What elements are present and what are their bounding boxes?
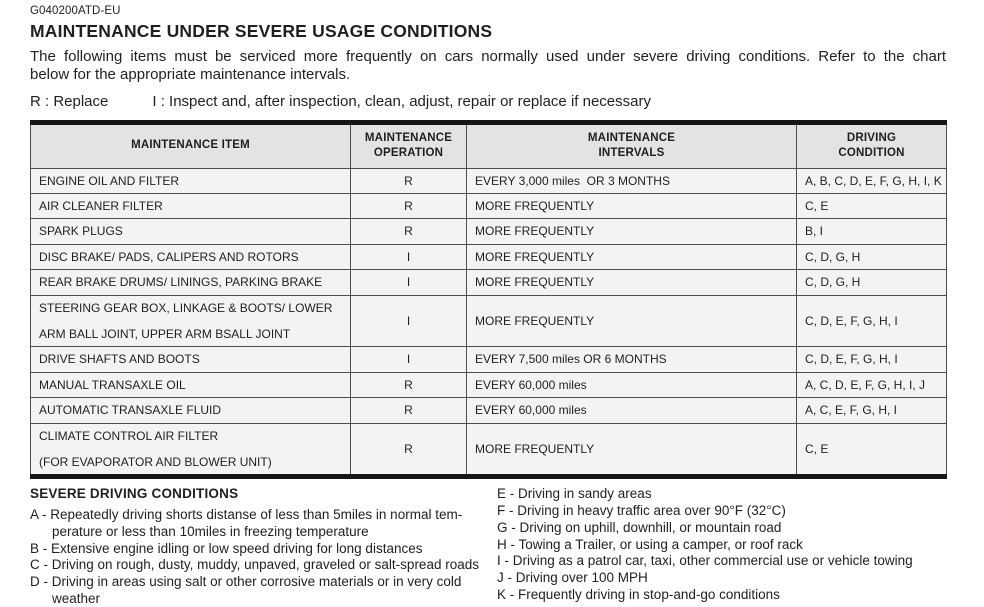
interval-cell: EVERY 7,500 miles OR 6 MONTHS	[466, 346, 797, 373]
item-cell: REAR BRAKE DRUMS/ LININGS, PARKING BRAKE	[30, 269, 351, 296]
intro-paragraph: The following items must be serviced mor…	[30, 48, 946, 85]
operation-cell: I	[350, 269, 467, 296]
interval-cell: EVERY 3,000 miles OR 3 MONTHS	[466, 167, 797, 195]
table-row: MANUAL TRANSAXLE OIL R EVERY 60,000 miles A…	[30, 371, 947, 399]
interval-cell: MORE FREQUENTLY	[466, 269, 797, 296]
condition-item: E - Driving in sandy areas	[497, 486, 652, 502]
condition-item: I - Driving as a patrol car, taxi, other…	[497, 553, 913, 569]
condition-cell: C, E	[796, 193, 947, 220]
condition-item: J - Driving over 100 MPH	[497, 569, 648, 585]
table-row: ENGINE OIL AND FILTER R EVERY 3,000 miles …	[30, 167, 947, 195]
item-cell: AIR CLEANER FILTER	[30, 193, 351, 220]
interval-cell: MORE FREQUENTLY	[466, 193, 797, 220]
conditions-list-right: E - Driving in sandy areas F - Driving in…	[497, 486, 954, 603]
legend-replace: R : Replace	[30, 92, 109, 110]
item-cell: AUTOMATIC TRANSAXLE FLUID	[30, 397, 351, 424]
condition-item: D - Driving in areas using salt or other…	[30, 573, 462, 606]
conditions-list-left: A - Repeatedly driving shorts distanse o…	[30, 507, 497, 607]
item-cell: STEERING GEAR BOX, LINKAGE & BOOTS/ LOWE…	[30, 294, 351, 348]
condition-cell: A, C, E, F, G, H, I	[796, 397, 947, 424]
interval-cell: MORE FREQUENTLY	[466, 294, 797, 348]
condition-item: K - Frequently driving in stop-and-go co…	[497, 586, 780, 602]
condition-cell: C, D, G, H	[796, 243, 947, 271]
condition-cell: B, I	[796, 218, 947, 245]
operation-cell: R	[350, 167, 467, 195]
condition-cell: A, B, C, D, E, F, G, H, I, K	[796, 167, 947, 195]
item-cell: MANUAL TRANSAXLE OIL	[30, 371, 351, 399]
table-row: SPARK PLUGS R MORE FREQUENTLY B, I	[30, 218, 947, 245]
maintenance-table-body: ENGINE OIL AND FILTER R EVERY 3,000 miles …	[30, 167, 947, 478]
operation-cell: R	[350, 218, 467, 245]
maintenance-table: MAINTENANCE ITEM MAINTENANCE OPERATION MAIN…	[30, 119, 947, 480]
condition-cell: A, C, D, E, F, G, H, I, J	[796, 371, 947, 399]
column-header: MAINTENANCE INTERVALS	[466, 121, 797, 169]
item-cell: CLIMATE CONTROL AIR FILTER (FOR EVAPORATO…	[30, 422, 351, 478]
condition-item: B - Extensive engine idling or low speed…	[30, 540, 423, 556]
column-header: MAINTENANCE OPERATION	[350, 121, 467, 169]
interval-cell: MORE FREQUENTLY	[466, 422, 797, 478]
condition-item: G - Driving on uphill, downhill, or moun…	[497, 519, 782, 535]
page-title: MAINTENANCE UNDER SEVERE USAGE CONDITION…	[30, 21, 493, 41]
item-cell: SPARK PLUGS	[30, 218, 351, 245]
table-row: AIR CLEANER FILTER R MORE FREQUENTLY C, E	[30, 193, 947, 220]
table-row: DISC BRAKE/ PADS, CALIPERS AND ROTORS I MO…	[30, 243, 947, 271]
legend: R : Replace I : Inspect and, after inspec…	[30, 93, 954, 110]
operation-cell: R	[350, 193, 467, 220]
table-row: REAR BRAKE DRUMS/ LININGS, PARKING BRAKE…	[30, 269, 947, 296]
table-row: STEERING GEAR BOX, LINKAGE & BOOTS/ LOWE…	[30, 294, 947, 348]
operation-cell: R	[350, 397, 467, 424]
item-cell: ENGINE OIL AND FILTER	[30, 167, 351, 195]
interval-cell: MORE FREQUENTLY	[466, 218, 797, 245]
table-row: DRIVE SHAFTS AND BOOTS I EVERY 7,500 miles…	[30, 346, 947, 373]
conditions-column-left: SEVERE DRIVING CONDITIONS A - Repeatedly…	[30, 486, 497, 607]
intro-line-2: below for the appropriate maintenance in…	[30, 66, 351, 84]
column-header: MAINTENANCE ITEM	[30, 121, 351, 169]
condition-cell: C, E	[796, 422, 947, 478]
table-row: CLIMATE CONTROL AIR FILTER (FOR EVAPORATO…	[30, 422, 947, 478]
operation-cell: I	[350, 294, 467, 348]
severe-conditions-heading: SEVERE DRIVING CONDITIONS	[30, 486, 239, 502]
table-header-row: MAINTENANCE ITEM MAINTENANCE OPERATION MAIN…	[30, 121, 947, 169]
operation-cell: I	[350, 243, 467, 271]
intro-line-1: The following items must be serviced mor…	[30, 48, 946, 65]
operation-cell: R	[350, 422, 467, 478]
interval-cell: EVERY 60,000 miles	[466, 371, 797, 399]
condition-item: C - Driving on rough, dusty, muddy, unpa…	[30, 557, 479, 573]
interval-cell: EVERY 60,000 miles	[466, 397, 797, 424]
item-cell: DISC BRAKE/ PADS, CALIPERS AND ROTORS	[30, 243, 351, 271]
condition-cell: C, D, G, H	[796, 269, 947, 296]
conditions-column-right: E - Driving in sandy areas F - Driving in…	[497, 486, 954, 607]
condition-item: F - Driving in heavy traffic area over 9…	[497, 503, 786, 519]
document-code: G040200ATD-EU	[30, 5, 121, 17]
operation-cell: I	[350, 346, 467, 373]
operation-cell: R	[350, 371, 467, 399]
severe-conditions-section: SEVERE DRIVING CONDITIONS A - Repeatedly…	[30, 486, 954, 607]
legend-inspect: I : Inspect and, after inspection, clean…	[152, 92, 651, 110]
table-row: AUTOMATIC TRANSAXLE FLUID R EVERY 60,000 m…	[30, 397, 947, 424]
interval-cell: MORE FREQUENTLY	[466, 243, 797, 271]
condition-cell: C, D, E, F, G, H, I	[796, 346, 947, 373]
condition-cell: C, D, E, F, G, H, I	[796, 294, 947, 348]
column-header: DRIVING CONDITION	[796, 121, 947, 169]
item-cell: DRIVE SHAFTS AND BOOTS	[30, 346, 351, 373]
condition-item: H - Towing a Trailer, or using a camper,…	[497, 536, 803, 552]
condition-item: A - Repeatedly driving shorts distanse o…	[30, 507, 463, 539]
